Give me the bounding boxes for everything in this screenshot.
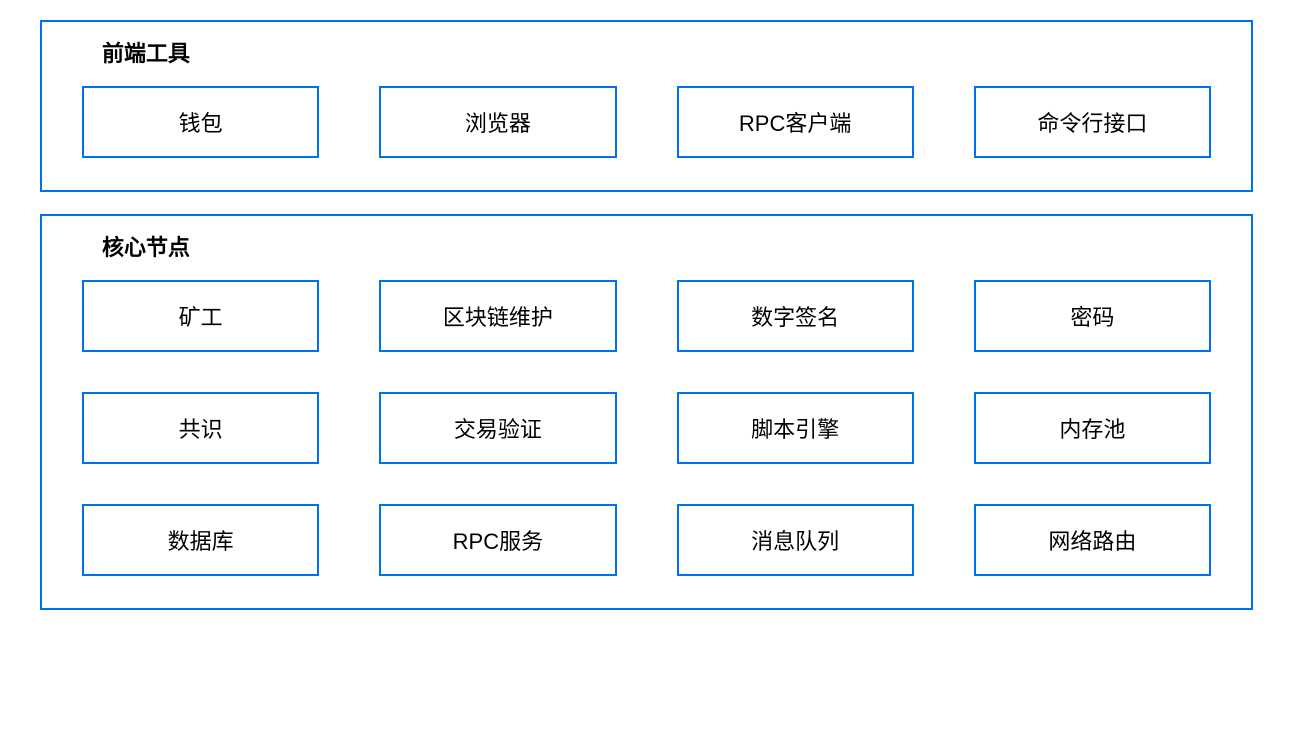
box-database: 数据库	[82, 504, 319, 576]
box-rpc-service: RPC服务	[379, 504, 616, 576]
box-mempool: 内存池	[974, 392, 1211, 464]
box-wallet: 钱包	[82, 86, 319, 158]
row: 数据库 RPC服务 消息队列 网络路由	[82, 504, 1211, 576]
box-rpc-client: RPC客户端	[677, 86, 914, 158]
box-browser: 浏览器	[379, 86, 616, 158]
box-consensus: 共识	[82, 392, 319, 464]
box-blockchain-maint: 区块链维护	[379, 280, 616, 352]
section-title: 前端工具	[102, 36, 1211, 68]
box-script-engine: 脚本引擎	[677, 392, 914, 464]
box-tx-verify: 交易验证	[379, 392, 616, 464]
row: 共识 交易验证 脚本引擎 内存池	[82, 392, 1211, 464]
row: 矿工 区块链维护 数字签名 密码	[82, 280, 1211, 352]
box-digital-signature: 数字签名	[677, 280, 914, 352]
section-core-node: 核心节点 矿工 区块链维护 数字签名 密码 共识 交易验证 脚本引擎 内存池 数…	[40, 214, 1253, 610]
section-title: 核心节点	[102, 230, 1211, 262]
box-miner: 矿工	[82, 280, 319, 352]
box-password: 密码	[974, 280, 1211, 352]
box-network-router: 网络路由	[974, 504, 1211, 576]
box-cli: 命令行接口	[974, 86, 1211, 158]
section-frontend-tools: 前端工具 钱包 浏览器 RPC客户端 命令行接口	[40, 20, 1253, 192]
row: 钱包 浏览器 RPC客户端 命令行接口	[82, 86, 1211, 158]
box-message-queue: 消息队列	[677, 504, 914, 576]
